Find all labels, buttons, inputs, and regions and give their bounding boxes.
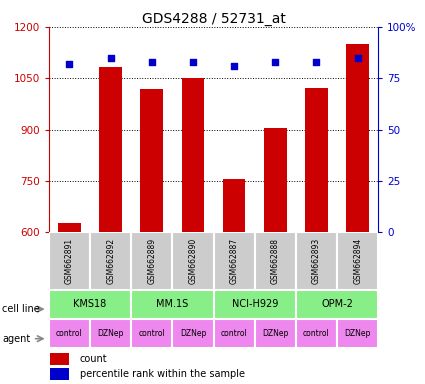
Text: count: count <box>80 354 108 364</box>
Text: MM.1S: MM.1S <box>156 299 189 310</box>
Bar <box>255 232 296 290</box>
Text: control: control <box>221 329 247 338</box>
Text: control: control <box>56 329 83 338</box>
Text: DZNep: DZNep <box>180 329 206 338</box>
Text: GSM662894: GSM662894 <box>353 238 362 284</box>
Bar <box>58 223 81 232</box>
Text: GSM662890: GSM662890 <box>188 238 198 284</box>
Bar <box>296 232 337 290</box>
Bar <box>223 179 246 232</box>
Point <box>272 59 279 65</box>
Text: DZNep: DZNep <box>97 329 124 338</box>
Point <box>148 59 155 65</box>
Point <box>231 63 238 69</box>
Bar <box>131 290 213 319</box>
Bar <box>99 67 122 232</box>
Text: NCI-H929: NCI-H929 <box>232 299 278 310</box>
Bar <box>90 232 131 290</box>
Bar <box>305 88 328 232</box>
Text: GSM662887: GSM662887 <box>230 238 239 284</box>
Bar <box>131 232 173 290</box>
Point <box>313 59 320 65</box>
Bar <box>296 319 337 348</box>
Bar <box>173 319 213 348</box>
Text: GSM662892: GSM662892 <box>106 238 115 284</box>
Title: GDS4288 / 52731_at: GDS4288 / 52731_at <box>142 12 286 26</box>
Bar <box>49 290 131 319</box>
Bar <box>50 353 69 365</box>
Point <box>107 55 114 61</box>
Text: agent: agent <box>2 334 30 344</box>
Bar <box>50 368 69 381</box>
Bar <box>213 319 255 348</box>
Bar <box>213 232 255 290</box>
Text: GSM662888: GSM662888 <box>271 238 280 284</box>
Bar <box>337 232 378 290</box>
Text: GSM662889: GSM662889 <box>147 238 156 284</box>
Bar <box>49 319 90 348</box>
Bar <box>90 319 131 348</box>
Text: KMS18: KMS18 <box>74 299 107 310</box>
Text: cell line: cell line <box>2 304 40 314</box>
Text: GSM662891: GSM662891 <box>65 238 74 284</box>
Bar <box>264 128 286 232</box>
Text: GSM662893: GSM662893 <box>312 238 321 284</box>
Bar <box>173 232 213 290</box>
Bar <box>213 290 296 319</box>
Point <box>354 55 361 61</box>
Text: OPM-2: OPM-2 <box>321 299 353 310</box>
Bar <box>346 44 369 232</box>
Bar <box>141 88 163 232</box>
Bar <box>296 290 378 319</box>
Bar <box>337 319 378 348</box>
Bar <box>181 78 204 232</box>
Text: control: control <box>303 329 330 338</box>
Bar <box>49 232 90 290</box>
Bar <box>255 319 296 348</box>
Point <box>66 61 73 67</box>
Text: control: control <box>139 329 165 338</box>
Text: DZNep: DZNep <box>262 329 289 338</box>
Bar <box>131 319 173 348</box>
Text: DZNep: DZNep <box>345 329 371 338</box>
Point <box>190 59 196 65</box>
Text: percentile rank within the sample: percentile rank within the sample <box>80 369 245 379</box>
